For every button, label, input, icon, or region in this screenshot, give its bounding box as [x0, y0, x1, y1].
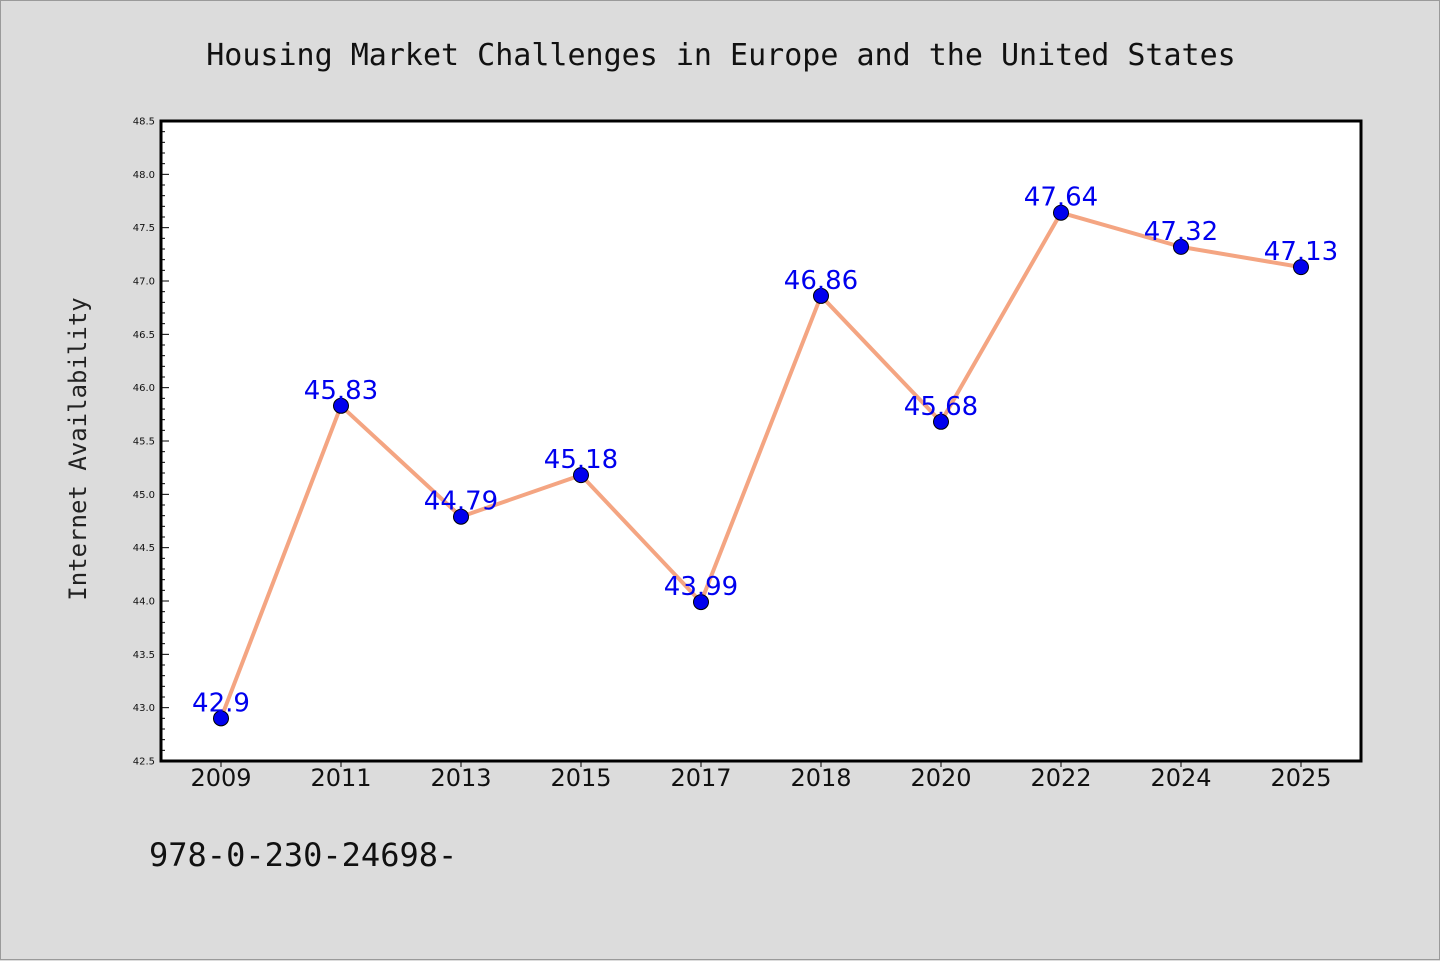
data-label: 47.64: [1024, 183, 1098, 213]
data-point-marker: [573, 467, 589, 484]
data-label: 45.18: [544, 445, 618, 475]
y-tick-label: 43.5: [133, 650, 155, 661]
axis-ticks: 42.5 43.0 43.5 44.0 44.5 45.0 45.5 46.0 46.5 47.0…: [133, 117, 1332, 793]
data-label: 47.13: [1264, 237, 1338, 267]
data-label: 45.83: [304, 376, 378, 406]
x-tick-label: 2009: [190, 764, 251, 792]
x-tick-label: 2020: [910, 764, 971, 792]
y-tick-label: 44.0: [133, 597, 155, 608]
series-line: [219, 210, 1302, 720]
y-tick-label: 42.5: [133, 757, 155, 768]
y-tick-label: 45.5: [133, 437, 155, 448]
y-tick-label: 46.0: [133, 383, 155, 394]
x-tick-label: 2017: [670, 764, 731, 792]
data-labels: 42.9 45.83 44.79 45.18 43.99 46.86 45.68 47.64 4…: [192, 183, 1338, 719]
data-label: 45.68: [904, 392, 978, 422]
y-tick-label: 43.0: [133, 703, 155, 714]
data-point-marker: [213, 710, 229, 727]
data-point-marker: [453, 508, 469, 525]
y-tick-label: 46.5: [133, 330, 155, 341]
y-tick-label: 44.5: [133, 543, 155, 554]
x-tick-label: 2024: [1150, 764, 1211, 792]
y-tick-label: 48.0: [133, 170, 155, 181]
x-tick-label: 2022: [1030, 764, 1091, 792]
data-label: 42.9: [192, 688, 250, 718]
series-line-layer: [219, 210, 1302, 720]
data-label: 43.99: [664, 572, 738, 602]
y-tick-label: 47.0: [133, 277, 155, 288]
chart-title: Housing Market Challenges in Europe and …: [206, 38, 1236, 73]
data-point-marker: [1173, 238, 1189, 255]
y-axis-label: Internet Availability: [64, 297, 92, 600]
x-tick-label: 2018: [790, 764, 851, 792]
isbn-code: 978-0-230-24698-: [149, 836, 457, 874]
x-tick-label: 2011: [310, 764, 371, 792]
data-label: 44.79: [424, 487, 498, 517]
y-tick-label: 47.5: [133, 223, 155, 234]
data-point-marker: [813, 287, 829, 304]
x-tick-label: 2025: [1270, 764, 1331, 792]
data-point-marker: [1293, 259, 1309, 276]
data-point-marker: [333, 397, 349, 414]
x-tick-label: 2015: [550, 764, 611, 792]
data-point-marker: [933, 413, 949, 430]
data-markers: [213, 204, 1309, 727]
x-tick-label: 2013: [430, 764, 491, 792]
y-tick-label: 48.5: [133, 117, 155, 128]
data-point-marker: [1053, 204, 1069, 221]
y-tick-label: 45.0: [133, 490, 155, 501]
data-point-marker: [693, 594, 709, 611]
plot-area: [159, 119, 1363, 763]
data-label: 46.86: [784, 266, 858, 296]
data-label: 47.32: [1144, 217, 1218, 247]
